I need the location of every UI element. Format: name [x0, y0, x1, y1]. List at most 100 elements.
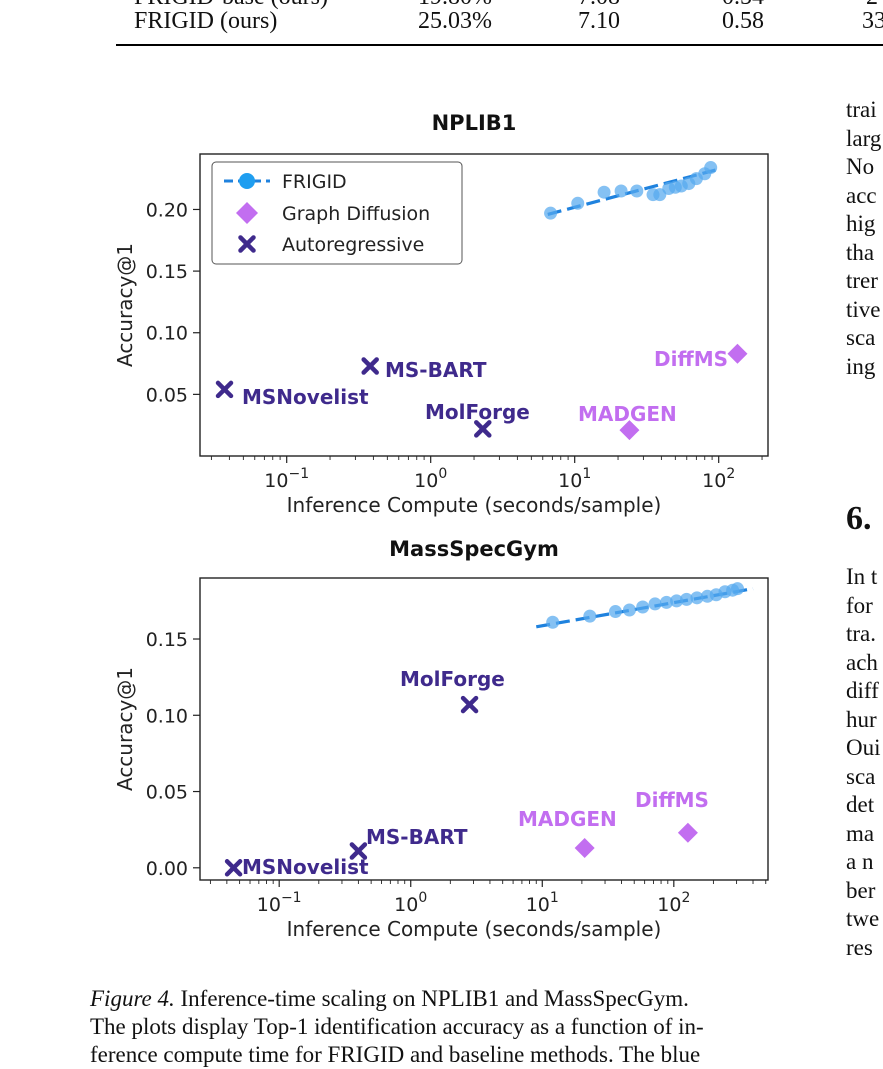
frigid-point — [608, 605, 622, 619]
diffusion-point — [619, 420, 640, 441]
caption-label: Figure 4. — [90, 986, 175, 1011]
frigid-point — [630, 184, 644, 198]
text-line: ma — [846, 820, 875, 846]
point-label: MSNovelist — [242, 385, 369, 409]
point-label: MolForge — [400, 667, 505, 691]
table-row: FRIGID (ours) 25.03% 7.10 0.58 33 — [0, 8, 883, 38]
y-tick-label: 0.20 — [146, 199, 188, 221]
x-tick-label: 100 — [414, 466, 447, 492]
x-tick-label: 10−1 — [264, 466, 309, 492]
point-label: MADGEN — [578, 402, 677, 426]
x-axis-label: Inference Compute (seconds/sample) — [287, 493, 662, 517]
x-stroke — [460, 695, 479, 714]
point-label: MS-BART — [385, 358, 487, 382]
text-line: ing — [846, 353, 876, 379]
massspecgym-chart: MassSpecGym 0.00 0.05 0.10 0.15 10−1 100 101 102… — [113, 537, 769, 941]
autoregressive-point — [215, 380, 234, 399]
plot-frame — [199, 577, 769, 881]
method-cell: FRIGID-base (ours) — [134, 0, 328, 11]
frigid-point — [544, 206, 558, 220]
x-tick-label: 102 — [657, 890, 690, 916]
diffusion-point — [727, 343, 748, 364]
value-cell: 7.08 — [578, 0, 620, 11]
text-line: diff — [846, 678, 879, 703]
legend-circle-marker — [239, 173, 255, 189]
frigid-point — [636, 600, 650, 614]
caption-text: The plots display Top-1 identification a… — [90, 1014, 704, 1039]
value-cell: 7.10 — [578, 8, 620, 34]
value-cell: 19.80% — [418, 0, 492, 11]
table-bottom-rule — [116, 44, 883, 46]
autoregressive-point — [474, 420, 492, 438]
text-line: res — [846, 934, 873, 960]
y-tick-label: 0.10 — [146, 323, 188, 345]
diffusion-point — [574, 837, 595, 858]
frigid-point — [680, 592, 694, 606]
value-cell: 25.03% — [418, 8, 492, 34]
nplib1-chart: NPLIB1 0.05 0.10 0.15 0.20 10−1 100 101 102 Infer… — [113, 111, 769, 517]
text-line: a n — [846, 849, 874, 874]
figure-caption: Figure 4. Inference-time scaling on NPLI… — [90, 985, 810, 1069]
y-tick-label: 0.10 — [146, 705, 188, 727]
x-tick-label: 101 — [558, 466, 591, 492]
x-stroke — [349, 842, 368, 860]
x-stroke — [215, 380, 234, 399]
value-cell: 0.54 — [722, 0, 764, 11]
y-axis-label: Accuracy@1 — [113, 667, 137, 791]
text-line: larg — [846, 125, 882, 151]
text-line: hig — [846, 211, 876, 236]
text-line: trai — [846, 97, 877, 122]
autoregressive-point — [361, 357, 379, 375]
x-stroke — [474, 420, 492, 438]
x-axis-label: Inference Compute (seconds/sample) — [287, 917, 662, 941]
y-tick-label: 0.05 — [146, 782, 188, 804]
legend-diamond-marker — [236, 202, 258, 224]
text-line: tra. — [846, 621, 877, 646]
legend-label: Graph Diffusion — [282, 203, 430, 225]
x-tick-label: 102 — [702, 466, 735, 492]
point-label: MolForge — [425, 400, 530, 424]
legend-box — [211, 161, 463, 265]
x-stroke — [224, 859, 243, 877]
frigid-point — [583, 609, 597, 623]
text-line: twe — [846, 906, 880, 931]
y-axis-label: Accuracy@1 — [113, 243, 137, 367]
point-label: MS-BART — [366, 825, 468, 849]
frigid-point — [571, 196, 585, 210]
section-heading: 6. — [846, 500, 872, 537]
x-tick-label: 100 — [394, 890, 427, 916]
legend-label: FRIGID — [282, 171, 347, 193]
autoregressive-point — [224, 859, 243, 877]
x-tick-label: 10−1 — [257, 890, 302, 916]
frigid-point — [546, 615, 560, 629]
text-line: tive — [846, 296, 881, 322]
text-line: for — [846, 592, 873, 618]
point-label: DiffMS — [654, 347, 728, 371]
text-line: det — [846, 792, 875, 817]
text-line: In t — [846, 564, 878, 589]
autoregressive-point — [349, 842, 368, 860]
text-line: ber — [846, 877, 876, 903]
point-label: MADGEN — [518, 807, 617, 831]
chart-title: MassSpecGym — [389, 537, 559, 561]
text-line: No — [846, 154, 875, 179]
x-stroke — [361, 357, 379, 375]
value-cell: 0.58 — [722, 8, 764, 34]
frigid-point — [648, 597, 662, 611]
text-line: sca — [846, 325, 876, 350]
frigid-point — [622, 603, 636, 617]
frigid-point — [660, 595, 674, 609]
text-line: Oui — [846, 735, 881, 760]
value-cell: 33 — [862, 8, 883, 34]
diffusion-point — [677, 822, 698, 843]
right-column-text: trai larg No acc hig tha trer tive sca ing — [846, 96, 883, 381]
value-cell: 2 — [866, 0, 878, 11]
point-label: MSNovelist — [242, 855, 369, 879]
frigid-point — [704, 161, 718, 175]
text-line: trer — [846, 268, 878, 293]
frigid-point — [690, 591, 704, 605]
y-tick-label: 0.05 — [146, 384, 188, 406]
text-line: sca — [846, 763, 876, 789]
point-label: DiffMS — [635, 788, 709, 812]
text-line: acc — [846, 182, 877, 208]
